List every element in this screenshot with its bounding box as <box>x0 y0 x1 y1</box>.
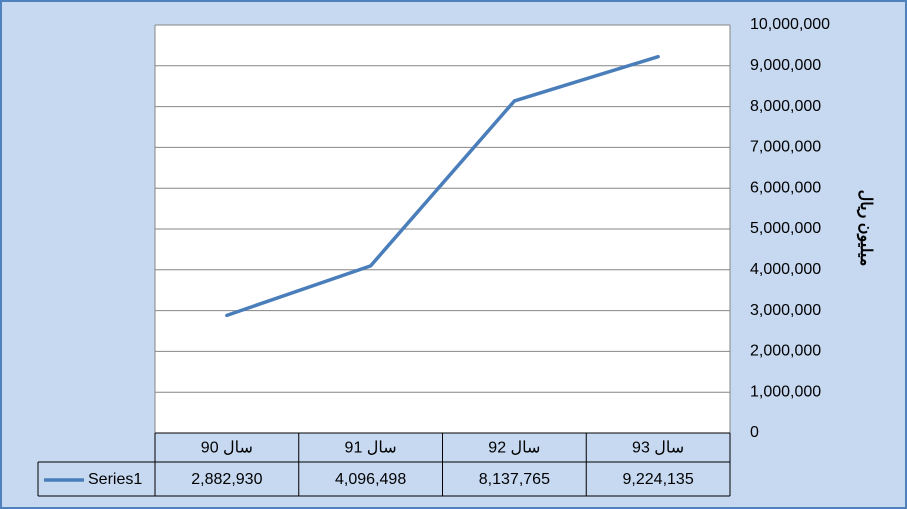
y-tick-label: 2,000,000 <box>750 343 821 360</box>
y-tick-label: 9,000,000 <box>750 57 821 74</box>
value-label: 2,882,930 <box>191 471 262 488</box>
legend-label: Series1 <box>88 471 142 488</box>
y-tick-label: 7,000,000 <box>750 139 821 156</box>
x-tick-label: سال 90 <box>201 440 253 457</box>
x-tick-label: سال 91 <box>345 440 397 457</box>
x-tick-label: سال 92 <box>488 440 540 457</box>
value-label: 9,224,135 <box>623 471 694 488</box>
y-tick-label: 3,000,000 <box>750 302 821 319</box>
y-tick-label: 4,000,000 <box>750 261 821 278</box>
y-tick-label: 8,000,000 <box>750 98 821 115</box>
y-tick-label: 1,000,000 <box>750 383 821 400</box>
y-tick-label: 6,000,000 <box>750 179 821 196</box>
y-tick-label: 0 <box>750 424 759 441</box>
value-label: 8,137,765 <box>479 471 550 488</box>
data-line <box>225 54 660 318</box>
y-tick-label: 5,000,000 <box>750 220 821 237</box>
x-tick-label: سال 93 <box>632 440 684 457</box>
y-axis-title: میلیون ریال <box>856 190 874 267</box>
y-tick-label: 10,000,000 <box>750 16 830 33</box>
value-label: 4,096,498 <box>335 471 406 488</box>
